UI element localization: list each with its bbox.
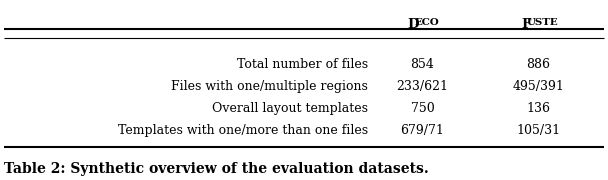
Text: 495/391: 495/391 (512, 80, 564, 93)
Text: 105/31: 105/31 (516, 124, 560, 137)
Text: 854: 854 (410, 58, 435, 71)
Text: USTE: USTE (527, 18, 558, 27)
Text: Total number of files: Total number of files (237, 58, 368, 71)
Text: Overall layout templates: Overall layout templates (212, 102, 368, 115)
Text: Templates with one/more than one files: Templates with one/more than one files (118, 124, 368, 137)
Text: 750: 750 (410, 102, 435, 115)
Text: ECO: ECO (415, 18, 439, 27)
Text: D: D (407, 18, 419, 31)
Text: Files with one/multiple regions: Files with one/multiple regions (171, 80, 368, 93)
Text: 136: 136 (526, 102, 550, 115)
Text: 886: 886 (526, 58, 550, 71)
Text: Table 2: Synthetic overview of the evaluation datasets.: Table 2: Synthetic overview of the evalu… (4, 162, 429, 176)
Text: 679/71: 679/71 (401, 124, 444, 137)
Text: F: F (521, 18, 530, 31)
Text: 233/621: 233/621 (396, 80, 449, 93)
